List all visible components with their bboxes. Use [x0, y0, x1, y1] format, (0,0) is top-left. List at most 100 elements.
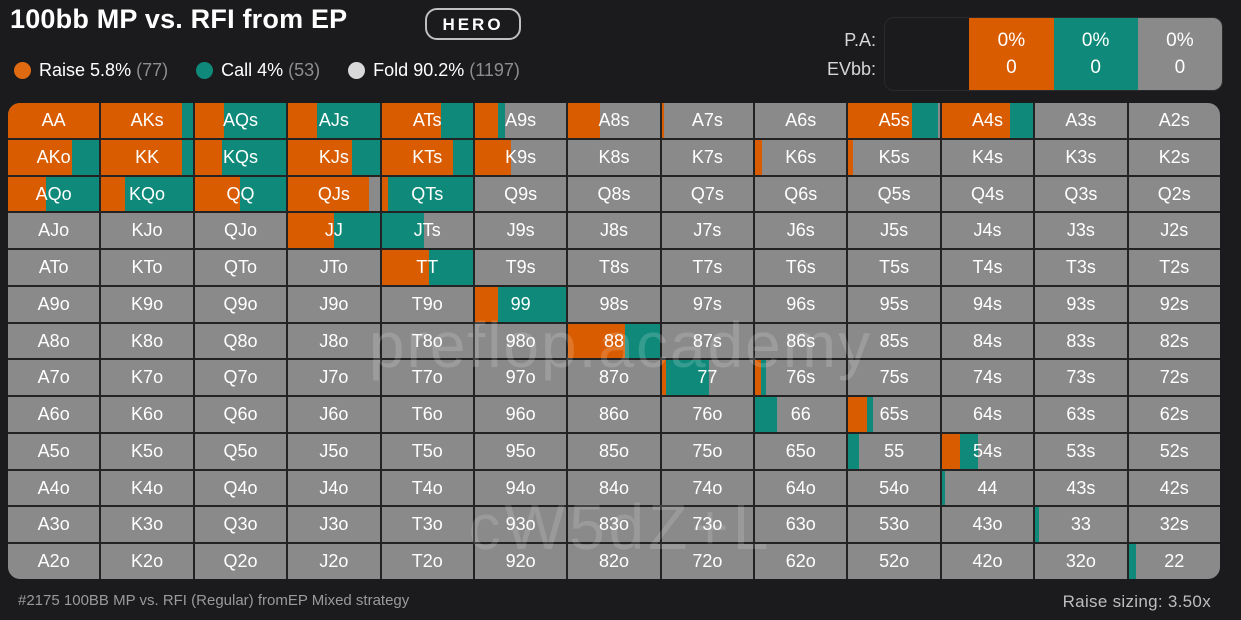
hand-cell-A4s[interactable]: A4s	[941, 103, 1034, 138]
hand-cell-A6o[interactable]: A6o	[8, 397, 100, 432]
hand-cell-Q2s[interactable]: Q2s	[1128, 176, 1220, 212]
hand-cell-AQo[interactable]: AQo	[8, 176, 100, 212]
hand-cell-96o[interactable]: 96o	[474, 397, 567, 432]
hand-cell-82s[interactable]: 82s	[1128, 323, 1220, 359]
hand-cell-A8s[interactable]: A8s	[568, 103, 660, 138]
hand-cell-T5o[interactable]: T5o	[381, 433, 473, 469]
hand-cell-T9o[interactable]: T9o	[381, 286, 473, 322]
hand-cell-J7s[interactable]: J7s	[661, 213, 754, 249]
hand-cell-Q2o[interactable]: Q2o	[194, 544, 287, 579]
hand-cell-84s[interactable]: 84s	[941, 323, 1034, 359]
hand-cell-QJs[interactable]: QJs	[288, 176, 380, 212]
hand-cell-A3s[interactable]: A3s	[1035, 103, 1127, 138]
hand-cell-Q4s[interactable]: Q4s	[941, 176, 1034, 212]
hand-cell-K4s[interactable]: K4s	[941, 139, 1034, 175]
hand-cell-Q7s[interactable]: Q7s	[661, 176, 754, 212]
hand-cell-84o[interactable]: 84o	[568, 470, 660, 506]
hand-cell-K7s[interactable]: K7s	[661, 139, 754, 175]
hand-cell-76o[interactable]: 76o	[661, 397, 754, 432]
hand-cell-AA[interactable]: AA	[8, 103, 100, 138]
hand-cell-86s[interactable]: 86s	[755, 323, 847, 359]
hand-cell-33[interactable]: 33	[1035, 507, 1127, 543]
hand-cell-K8o[interactable]: K8o	[101, 323, 193, 359]
hand-cell-Q4o[interactable]: Q4o	[194, 470, 287, 506]
hand-cell-95s[interactable]: 95s	[848, 286, 940, 322]
hand-cell-J8s[interactable]: J8s	[568, 213, 660, 249]
hand-cell-A7o[interactable]: A7o	[8, 360, 100, 396]
hand-cell-42o[interactable]: 42o	[941, 544, 1034, 579]
hand-cell-52s[interactable]: 52s	[1128, 433, 1220, 469]
hand-cell-T9s[interactable]: T9s	[474, 250, 567, 285]
hand-cell-K7o[interactable]: K7o	[101, 360, 193, 396]
hand-cell-85o[interactable]: 85o	[568, 433, 660, 469]
hand-cell-T7s[interactable]: T7s	[661, 250, 754, 285]
hand-cell-ATs[interactable]: ATs	[381, 103, 473, 138]
hand-cell-Q9s[interactable]: Q9s	[474, 176, 567, 212]
hand-cell-Q8s[interactable]: Q8s	[568, 176, 660, 212]
hand-cell-T2s[interactable]: T2s	[1128, 250, 1220, 285]
hand-cell-99[interactable]: 99	[474, 286, 567, 322]
hand-cell-A9o[interactable]: A9o	[8, 286, 100, 322]
hand-cell-T8o[interactable]: T8o	[381, 323, 473, 359]
hand-cell-75s[interactable]: 75s	[848, 360, 940, 396]
hand-cell-JTo[interactable]: JTo	[288, 250, 380, 285]
hand-cell-AKs[interactable]: AKs	[101, 103, 193, 138]
hand-cell-Q3o[interactable]: Q3o	[194, 507, 287, 543]
hand-cell-K5o[interactable]: K5o	[101, 433, 193, 469]
hand-cell-T6s[interactable]: T6s	[755, 250, 847, 285]
hand-cell-K8s[interactable]: K8s	[568, 139, 660, 175]
hand-cell-J9s[interactable]: J9s	[474, 213, 567, 249]
hand-cell-KJo[interactable]: KJo	[101, 213, 193, 249]
hand-cell-42s[interactable]: 42s	[1128, 470, 1220, 506]
hand-cell-63o[interactable]: 63o	[755, 507, 847, 543]
hand-cell-32o[interactable]: 32o	[1035, 544, 1127, 579]
hand-cell-QTs[interactable]: QTs	[381, 176, 473, 212]
hand-cell-98s[interactable]: 98s	[568, 286, 660, 322]
hand-cell-KTo[interactable]: KTo	[101, 250, 193, 285]
hand-cell-87o[interactable]: 87o	[568, 360, 660, 396]
hand-cell-T8s[interactable]: T8s	[568, 250, 660, 285]
hand-cell-J4s[interactable]: J4s	[941, 213, 1034, 249]
hand-cell-K4o[interactable]: K4o	[101, 470, 193, 506]
hand-cell-62s[interactable]: 62s	[1128, 397, 1220, 432]
hand-cell-92o[interactable]: 92o	[474, 544, 567, 579]
hand-cell-87s[interactable]: 87s	[661, 323, 754, 359]
hand-cell-T4s[interactable]: T4s	[941, 250, 1034, 285]
hand-cell-64o[interactable]: 64o	[755, 470, 847, 506]
hand-cell-K2o[interactable]: K2o	[101, 544, 193, 579]
hand-cell-Q3s[interactable]: Q3s	[1035, 176, 1127, 212]
hand-cell-76s[interactable]: 76s	[755, 360, 847, 396]
hand-cell-64s[interactable]: 64s	[941, 397, 1034, 432]
hand-cell-T5s[interactable]: T5s	[848, 250, 940, 285]
hand-cell-Q6s[interactable]: Q6s	[755, 176, 847, 212]
hand-cell-54s[interactable]: 54s	[941, 433, 1034, 469]
hand-cell-44[interactable]: 44	[941, 470, 1034, 506]
hand-cell-83s[interactable]: 83s	[1035, 323, 1127, 359]
hand-cell-AJo[interactable]: AJo	[8, 213, 100, 249]
hand-cell-J8o[interactable]: J8o	[288, 323, 380, 359]
hand-cell-A5o[interactable]: A5o	[8, 433, 100, 469]
hand-cell-Q6o[interactable]: Q6o	[194, 397, 287, 432]
hand-cell-73o[interactable]: 73o	[661, 507, 754, 543]
hand-cell-43o[interactable]: 43o	[941, 507, 1034, 543]
hand-cell-AQs[interactable]: AQs	[194, 103, 287, 138]
hand-cell-A2o[interactable]: A2o	[8, 544, 100, 579]
hand-cell-JTs[interactable]: JTs	[381, 213, 473, 249]
hand-cell-92s[interactable]: 92s	[1128, 286, 1220, 322]
hand-cell-A8o[interactable]: A8o	[8, 323, 100, 359]
hand-cell-88[interactable]: 88	[568, 323, 660, 359]
hand-cell-AKo[interactable]: AKo	[8, 139, 100, 175]
hand-cell-J2o[interactable]: J2o	[288, 544, 380, 579]
hand-cell-74o[interactable]: 74o	[661, 470, 754, 506]
hero-button[interactable]: HERO	[425, 8, 521, 40]
hand-cell-Q8o[interactable]: Q8o	[194, 323, 287, 359]
hand-cell-T6o[interactable]: T6o	[381, 397, 473, 432]
hand-cell-K6o[interactable]: K6o	[101, 397, 193, 432]
hand-cell-94o[interactable]: 94o	[474, 470, 567, 506]
hand-cell-QQ[interactable]: QQ	[194, 176, 287, 212]
hand-cell-74s[interactable]: 74s	[941, 360, 1034, 396]
hand-cell-96s[interactable]: 96s	[755, 286, 847, 322]
hand-cell-A7s[interactable]: A7s	[661, 103, 754, 138]
hand-cell-A2s[interactable]: A2s	[1128, 103, 1220, 138]
hand-cell-93o[interactable]: 93o	[474, 507, 567, 543]
